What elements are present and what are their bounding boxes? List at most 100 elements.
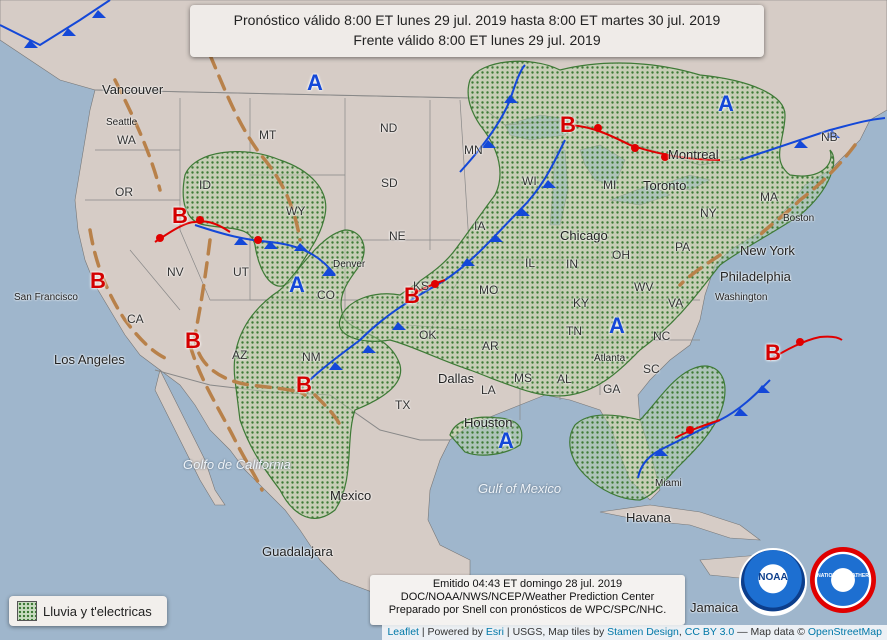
state-label: PA bbox=[675, 240, 691, 254]
nws-logo-text: NATIONAL WEATHER SERVICE bbox=[817, 573, 869, 585]
title-line2: Frente válido 8:00 ET lunes 29 jul. 2019 bbox=[353, 32, 601, 48]
leaflet-link[interactable]: Leaflet bbox=[387, 626, 419, 638]
precip-area-central-east bbox=[338, 60, 835, 397]
low-pressure-center: B bbox=[560, 112, 576, 137]
state-label: CA bbox=[127, 312, 144, 326]
precip-legend-swatch bbox=[17, 601, 37, 621]
city-label: Vancouver bbox=[102, 82, 164, 97]
state-label: NY bbox=[700, 206, 717, 220]
state-label: ID bbox=[199, 178, 211, 192]
state-label: OH bbox=[612, 248, 630, 262]
legend: Lluvia y t'electricas bbox=[9, 596, 167, 626]
low-pressure-center: B bbox=[404, 283, 420, 308]
state-label: NV bbox=[167, 265, 184, 279]
state-label: WV bbox=[634, 280, 654, 294]
state-label: WY bbox=[286, 204, 306, 218]
cold-front-atlantic bbox=[637, 379, 771, 479]
attrib-text: , bbox=[678, 626, 685, 638]
low-pressure-center: B bbox=[90, 268, 106, 293]
state-label: GA bbox=[603, 382, 621, 396]
high-pressure-center: A bbox=[718, 91, 734, 116]
map-attribution: Leaflet | Powered by Esri | USGS, Map ti… bbox=[382, 625, 887, 640]
trough-5 bbox=[188, 343, 264, 492]
city-label: Miami bbox=[655, 478, 682, 489]
high-pressure-center: A bbox=[609, 313, 625, 338]
warm-front-nw bbox=[154, 220, 231, 243]
high-pressure-center: A bbox=[307, 70, 323, 95]
issued-line2: DOC/NOAA/NWS/NCEP/Weather Prediction Cen… bbox=[400, 591, 655, 603]
state-label: KY bbox=[573, 296, 590, 310]
state-label: MT bbox=[259, 128, 277, 142]
city-label: Philadelphia bbox=[720, 269, 791, 284]
cold-front-nw bbox=[0, 0, 111, 47]
trough-6 bbox=[758, 143, 857, 237]
state-label: AR bbox=[482, 339, 499, 353]
title-line1: Pronóstico válido 8:00 ET lunes 29 jul. … bbox=[233, 12, 721, 28]
state-label: AL bbox=[557, 372, 572, 386]
warm-front-florida bbox=[674, 419, 721, 439]
troughs bbox=[88, 53, 857, 492]
cold-front-barbs bbox=[24, 10, 840, 456]
state-label: MA bbox=[760, 190, 778, 204]
warm-front-bumps bbox=[156, 124, 804, 434]
state-label: OR bbox=[115, 185, 133, 199]
city-label: Seattle bbox=[106, 117, 138, 128]
state-label: IN bbox=[566, 257, 578, 271]
trough-8 bbox=[313, 393, 342, 427]
state-label: MI bbox=[603, 178, 617, 192]
esri-link[interactable]: Esri bbox=[485, 626, 505, 638]
cc-link[interactable]: CC BY 3.0 bbox=[684, 626, 735, 638]
state-label: MN bbox=[464, 143, 483, 157]
forecast-title: Pronóstico válido 8:00 ET lunes 29 jul. … bbox=[190, 5, 764, 57]
high-pressure-center: A bbox=[498, 428, 514, 453]
low-pressure-center: B bbox=[172, 203, 188, 228]
state-label: WA bbox=[117, 133, 136, 147]
low-pressure-center: B bbox=[765, 340, 781, 365]
state-label: NB bbox=[821, 130, 838, 144]
state-label: IL bbox=[525, 256, 536, 270]
trough-4 bbox=[193, 238, 307, 397]
osm-link[interactable]: OpenStreetMap bbox=[807, 626, 882, 638]
state-label: MS bbox=[514, 371, 532, 385]
state-label: IA bbox=[474, 219, 486, 233]
cold-front-ne bbox=[739, 117, 886, 161]
city-label: Chicago bbox=[560, 228, 608, 243]
trough-3 bbox=[88, 228, 172, 362]
state-label: NE bbox=[389, 229, 406, 243]
city-label: Houston bbox=[464, 415, 513, 430]
noaa-logo-text: NOAA bbox=[758, 572, 788, 583]
state-label: MO bbox=[479, 283, 499, 297]
state-label: UT bbox=[233, 265, 249, 279]
noaa-logo: NOAA bbox=[739, 548, 807, 616]
land-cuba bbox=[599, 504, 761, 541]
city-label: Atlanta bbox=[594, 353, 626, 364]
state-label: NC bbox=[653, 329, 671, 343]
gulf-of-california-label: Golfo de California bbox=[183, 457, 291, 472]
gulf-of-mexico-label: Gulf of Mexico bbox=[478, 481, 562, 496]
city-label: San Francisco bbox=[14, 292, 78, 303]
state-label: ND bbox=[380, 121, 398, 135]
warm-fronts bbox=[154, 124, 843, 439]
trough-1 bbox=[208, 53, 302, 242]
city-label: Havana bbox=[626, 510, 671, 525]
state-label: CO bbox=[317, 288, 335, 302]
state-label: LA bbox=[481, 383, 496, 397]
low-pressure-center: B bbox=[185, 328, 201, 353]
state-label: SC bbox=[643, 362, 660, 376]
cold-front-main bbox=[309, 139, 566, 381]
high-pressure-center: A bbox=[289, 272, 305, 297]
nws-logo: NATIONAL WEATHER SERVICE bbox=[810, 547, 876, 613]
trough-7 bbox=[678, 253, 722, 287]
issued-line1: Emitido 04:43 ET domingo 28 jul. 2019 bbox=[432, 578, 623, 590]
state-label: WI bbox=[522, 174, 537, 188]
state-label: TX bbox=[395, 398, 411, 412]
state-label: NM bbox=[302, 350, 321, 364]
issued-info: Emitido 04:43 ET domingo 28 jul. 2019 DO… bbox=[370, 575, 685, 625]
jamaica-label: Jamaica bbox=[690, 600, 739, 615]
legend-label: Lluvia y t'electricas bbox=[43, 603, 152, 619]
state-label: KS bbox=[413, 279, 430, 293]
stamen-link[interactable]: Stamen Design bbox=[607, 626, 679, 638]
state-label: TN bbox=[566, 324, 582, 338]
city-label: Los Angeles bbox=[54, 352, 125, 367]
